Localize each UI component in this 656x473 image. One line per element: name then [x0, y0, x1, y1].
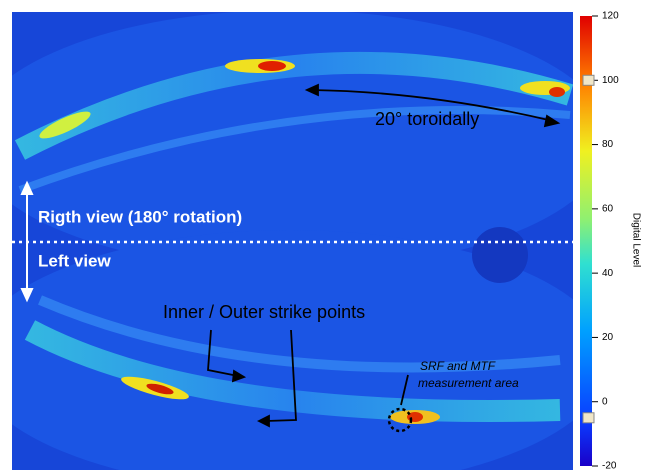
colorbar-tick-label: 80	[602, 139, 614, 150]
colorbar-tick-label: 0	[602, 396, 608, 407]
range-handle	[583, 75, 594, 85]
page: {"annotations": {"toroidal": "20° toroid…	[0, 0, 656, 473]
figure: 20° toroidally Rigth view (180° rotation…	[0, 0, 656, 473]
annotation: SRF and MTF	[420, 359, 496, 373]
range-handle	[583, 413, 594, 423]
annotation: Rigth view (180° rotation)	[38, 207, 242, 226]
annotation: 20° toroidally	[375, 109, 479, 129]
colorbar-tick-label: 60	[602, 203, 614, 214]
colorbar-tick-label: 100	[602, 75, 619, 86]
colorbar-tick-label: 20	[602, 332, 614, 343]
annotation: measurement area	[418, 376, 519, 390]
camera-image	[0, 10, 610, 473]
colorbar-label: Digital Level	[630, 213, 641, 267]
colorbar-tick-label: 120	[602, 11, 619, 22]
colorbar-tick-label: 40	[602, 268, 614, 279]
annotation: Left view	[38, 251, 112, 270]
annotation: Inner / Outer strike points	[163, 302, 365, 322]
colorbar-tick-label: -20	[602, 461, 617, 472]
